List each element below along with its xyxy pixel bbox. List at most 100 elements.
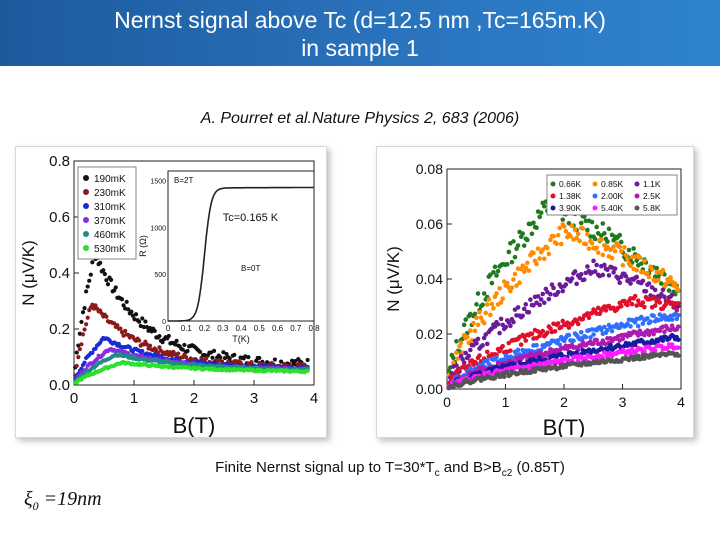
legend-label: 310mK <box>94 202 126 213</box>
data-point-1.38K <box>523 338 529 343</box>
data-point-190mK <box>113 285 118 290</box>
data-point-1.1K <box>528 297 533 302</box>
data-point-310mK <box>90 350 95 356</box>
data-point-1.38K <box>506 340 512 346</box>
data-point-0.66K <box>617 232 623 238</box>
data-point-1.38K <box>454 369 459 374</box>
data-point-310mK <box>174 356 179 361</box>
data-point-1.38K <box>657 300 663 305</box>
data-point-1.1K <box>623 273 629 279</box>
data-point-1.1K <box>659 291 664 297</box>
data-point-0.66K <box>589 219 595 225</box>
data-point-230mK <box>165 349 170 354</box>
data-point-0.85K <box>481 320 487 326</box>
data-point-1.1K <box>640 278 646 284</box>
data-point-1.38K <box>635 298 641 303</box>
data-point-0.85K <box>594 245 599 251</box>
data-point-0.85K <box>557 225 562 231</box>
data-point-1.1K <box>602 262 607 268</box>
data-point-0.85K <box>600 252 606 258</box>
data-point-190mK <box>105 282 111 287</box>
data-point-2.5K <box>662 329 667 335</box>
data-point-0.85K <box>521 269 527 274</box>
data-point-0.66K <box>534 225 539 231</box>
data-point-0.85K <box>583 241 589 247</box>
data-point-0.85K <box>675 287 681 293</box>
data-point-1.1K <box>569 276 575 281</box>
data-point-1.38K <box>575 321 581 327</box>
data-point-0.85K <box>555 232 561 238</box>
y-tick-label: 0.02 <box>416 326 443 342</box>
data-point-190mK <box>221 350 226 355</box>
data-point-1.38K <box>674 308 680 313</box>
data-point-1.1K <box>498 316 504 322</box>
data-point-0.85K <box>477 309 482 315</box>
data-point-0.85K <box>609 255 615 261</box>
data-point-230mK <box>158 348 164 353</box>
data-point-0.85K <box>500 296 505 301</box>
data-point-530mK <box>305 368 310 373</box>
x-tick-label: 3 <box>250 390 258 407</box>
data-point-0.66K <box>525 237 530 243</box>
data-point-2.00K <box>557 342 562 347</box>
data-point-230mK <box>84 322 89 327</box>
legend-box <box>77 166 137 260</box>
data-point-0.85K <box>458 340 464 346</box>
data-point-0.66K <box>605 239 610 244</box>
data-point-1.38K <box>675 300 681 306</box>
data-point-190mK <box>84 289 89 294</box>
legend-marker-370mK <box>83 217 89 223</box>
data-point-0.85K <box>540 247 546 252</box>
data-point-1.38K <box>540 328 546 334</box>
data-point-1.1K <box>515 305 521 310</box>
data-point-0.85K <box>623 252 629 258</box>
data-point-2.00K <box>484 358 490 363</box>
data-point-2.00K <box>617 325 623 330</box>
legend-label: 460mK <box>94 230 126 241</box>
data-point-2.00K <box>625 321 630 327</box>
data-point-0.85K <box>551 233 556 239</box>
data-point-0.85K <box>625 256 630 262</box>
x-tick-label: 4 <box>310 390 318 407</box>
data-point-0.85K <box>511 277 516 282</box>
data-point-2.00K <box>566 332 572 338</box>
data-point-3.90K <box>675 337 681 343</box>
data-point-1.1K <box>548 291 553 297</box>
data-point-2.5K <box>651 331 656 337</box>
data-point-0.85K <box>580 226 586 231</box>
data-point-0.85K <box>474 315 479 321</box>
data-point-0.85K <box>525 260 530 266</box>
data-point-1.1K <box>541 300 547 306</box>
data-point-230mK <box>118 326 123 331</box>
formula-rest: =19nm <box>38 488 102 510</box>
data-point-0.66K <box>537 214 542 220</box>
data-point-0.85K <box>545 245 550 251</box>
data-point-3.90K <box>537 355 542 360</box>
data-point-2.00K <box>555 338 561 343</box>
data-point-0.85K <box>617 244 623 250</box>
data-point-2.00K <box>602 324 607 330</box>
data-point-190mK <box>80 310 86 315</box>
inset-x-tick-label: 0.3 <box>217 324 229 333</box>
data-point-0.85K <box>558 241 564 247</box>
data-point-190mK <box>85 284 90 289</box>
data-point-1.38K <box>640 300 646 305</box>
data-point-190mK <box>126 307 131 312</box>
inset-y-tick-label: 500 <box>154 272 166 279</box>
legend-label: 2.00K <box>601 191 624 201</box>
data-point-0.85K <box>645 270 650 276</box>
data-point-0.66K <box>472 311 478 317</box>
data-point-1.38K <box>586 315 592 321</box>
data-point-230mK <box>233 359 238 364</box>
data-point-1.1K <box>468 347 473 353</box>
data-point-310mK <box>127 345 132 350</box>
data-point-0.66K <box>602 231 607 236</box>
data-point-0.66K <box>566 221 572 226</box>
inset-x-tick-label: 0 <box>166 324 171 333</box>
data-point-0.66K <box>454 338 459 344</box>
inset-x-tick-label: 0.2 <box>199 324 211 333</box>
data-point-230mK <box>77 347 82 352</box>
data-point-0.85K <box>660 267 666 273</box>
data-point-1.1K <box>546 296 552 302</box>
data-point-230mK <box>76 355 81 360</box>
